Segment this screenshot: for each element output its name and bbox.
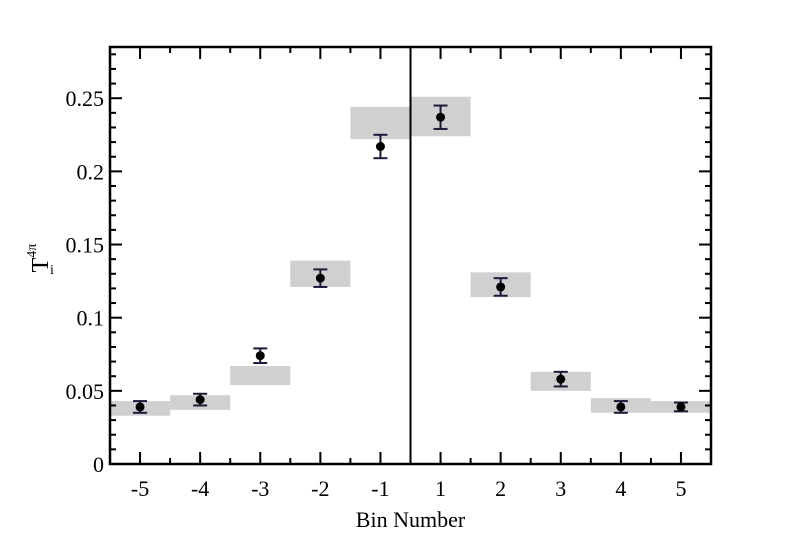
x-tick-label: -4 (191, 476, 209, 501)
point-2 (496, 282, 506, 292)
x-tick-labels: -5 -4 -3 -2 -1 1 2 3 4 5 (131, 476, 687, 501)
band--3 (230, 365, 291, 385)
y-tick-label: 0 (93, 452, 104, 477)
y-axis-title: T4π (25, 244, 54, 273)
point-5 (676, 402, 686, 412)
x-tick-label: 2 (495, 476, 506, 501)
svg-text:T4π: T4π (25, 244, 54, 273)
point--4 (195, 395, 205, 405)
x-tick-label: 1 (435, 476, 446, 501)
point-4 (616, 402, 626, 412)
x-tick-label: -1 (371, 476, 389, 501)
y-tick-label: 0.1 (77, 306, 105, 331)
point-3 (556, 374, 566, 384)
x-tick-label: -2 (311, 476, 329, 501)
x-tick-label: 3 (555, 476, 566, 501)
y-tick-label: 0.2 (77, 159, 105, 184)
y-tick-label: 0.15 (66, 233, 105, 258)
y-axis-title-subscript: i (50, 263, 54, 278)
axis-ticks (110, 47, 711, 465)
point--3 (255, 351, 265, 361)
point--1 (375, 141, 385, 151)
y-tick-labels: 0 0.05 0.1 0.15 0.2 0.25 (66, 86, 105, 477)
y-axis-title-main: T (28, 257, 54, 272)
point--5 (135, 402, 145, 412)
point--2 (315, 273, 325, 283)
data-points (135, 112, 686, 412)
x-axis-title: Bin Number (356, 507, 466, 532)
y-tick-label: 0.25 (66, 86, 105, 111)
y-axis-title-superscript: 4π (25, 244, 40, 258)
x-tick-label: -3 (251, 476, 269, 501)
x-tick-label: 5 (675, 476, 686, 501)
y-tick-label: 0.05 (66, 379, 105, 404)
x-tick-label: -5 (131, 476, 149, 501)
x-tick-label: 4 (615, 476, 626, 501)
point-1 (436, 112, 446, 122)
